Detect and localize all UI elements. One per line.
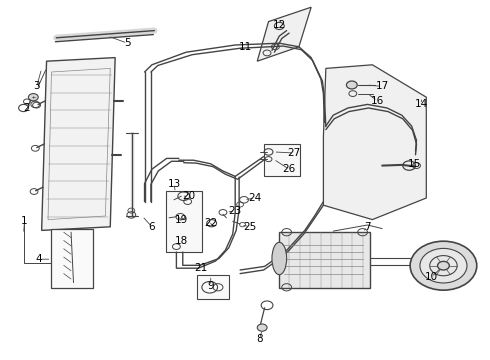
Text: 9: 9: [207, 281, 214, 291]
Text: 4: 4: [36, 254, 43, 264]
Text: 2: 2: [24, 103, 30, 113]
Text: 15: 15: [407, 159, 421, 169]
Text: 24: 24: [248, 193, 262, 203]
Polygon shape: [42, 58, 115, 230]
Bar: [197, 275, 229, 299]
Circle shape: [28, 94, 38, 101]
Text: 25: 25: [243, 222, 257, 232]
Text: 27: 27: [287, 148, 301, 158]
Text: 22: 22: [204, 218, 218, 228]
Text: 6: 6: [148, 222, 155, 232]
Text: 20: 20: [182, 191, 195, 201]
Text: 12: 12: [272, 20, 286, 30]
Text: 26: 26: [282, 164, 296, 174]
Text: 18: 18: [174, 236, 188, 246]
Text: 5: 5: [124, 38, 131, 48]
Text: 23: 23: [228, 206, 242, 216]
Bar: [279, 232, 370, 288]
Bar: [264, 144, 300, 176]
Circle shape: [346, 81, 357, 89]
Text: 10: 10: [425, 272, 438, 282]
Polygon shape: [323, 65, 426, 220]
Polygon shape: [257, 7, 311, 61]
Text: 3: 3: [33, 81, 40, 91]
Text: 1: 1: [21, 216, 28, 226]
Bar: [51, 229, 93, 288]
Text: 16: 16: [370, 96, 384, 106]
Circle shape: [438, 261, 449, 270]
Text: 19: 19: [174, 215, 188, 225]
Text: 7: 7: [364, 222, 371, 232]
Bar: [166, 191, 202, 252]
Ellipse shape: [272, 242, 287, 275]
Circle shape: [257, 324, 267, 331]
Text: 17: 17: [375, 81, 389, 91]
Text: 13: 13: [167, 179, 181, 189]
Circle shape: [410, 241, 477, 290]
Text: 14: 14: [415, 99, 428, 109]
Text: 11: 11: [238, 42, 252, 52]
Circle shape: [420, 248, 467, 283]
Text: 8: 8: [256, 334, 263, 344]
Text: 21: 21: [194, 263, 208, 273]
